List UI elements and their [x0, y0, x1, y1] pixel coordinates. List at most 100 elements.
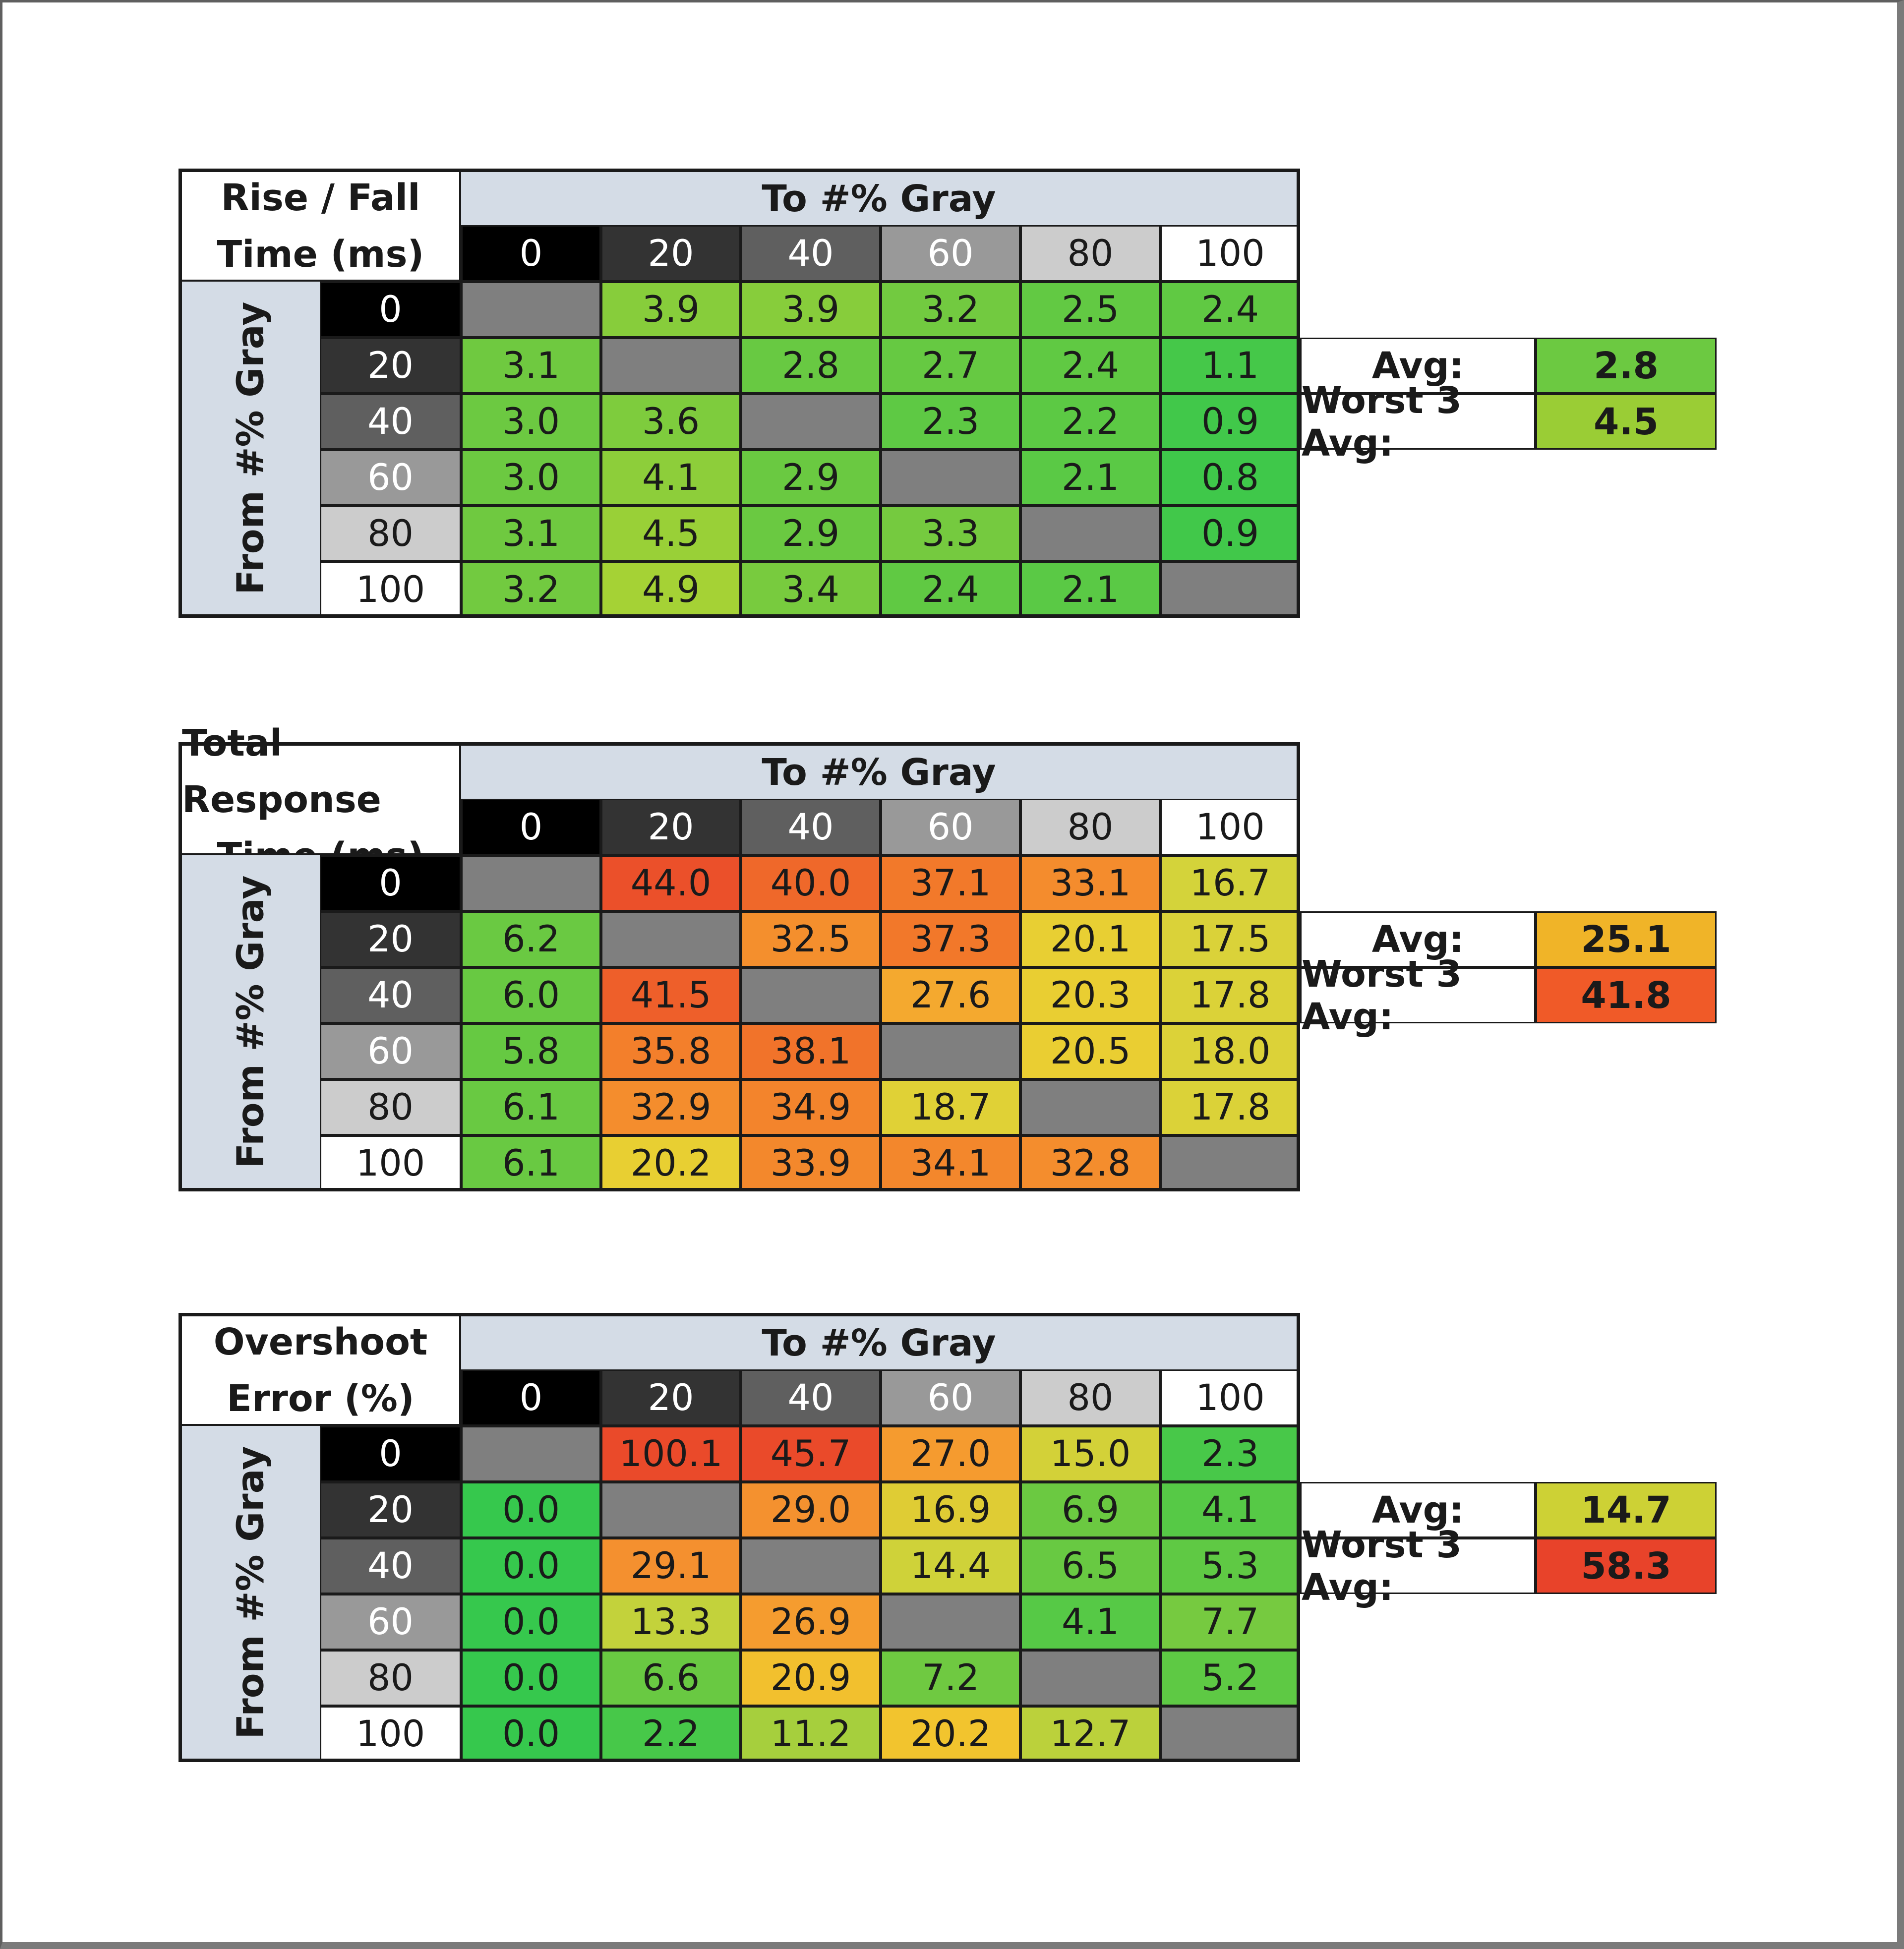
avg-value: 14.7 [1536, 1482, 1717, 1538]
row-header: 80 [320, 1650, 461, 1706]
data-cell: 33.9 [741, 1135, 881, 1191]
data-cell: 0.0 [461, 1482, 601, 1538]
avg-value: 25.1 [1536, 911, 1717, 967]
column-group-header: To #% Gray [461, 1313, 1300, 1369]
data-cell: 4.1 [1020, 1594, 1160, 1650]
worst3-avg-label: Worst 3 Avg: [1300, 1524, 1536, 1609]
column-header: 40 [741, 1369, 881, 1426]
data-cell: 1.1 [1160, 338, 1300, 394]
data-cell: 13.3 [601, 1594, 741, 1650]
row-header: 60 [320, 450, 461, 506]
avg-label: Avg: [1300, 1482, 1536, 1538]
data-cell: 5.8 [461, 1023, 601, 1079]
column-header: 40 [741, 225, 881, 282]
data-cell: 20.1 [1020, 911, 1160, 967]
data-cell: 3.2 [881, 282, 1020, 338]
data-cell: 2.2 [601, 1706, 741, 1762]
table-title-line: Error (%) [227, 1377, 415, 1420]
data-cell: 32.9 [601, 1079, 741, 1135]
column-header: 100 [1160, 1369, 1300, 1426]
data-cell: 4.9 [601, 562, 741, 618]
row-header: 80 [320, 506, 461, 562]
row-group-header: From #% Gray [178, 1426, 320, 1762]
diagonal-cell [461, 1426, 601, 1482]
data-cell: 2.4 [881, 562, 1020, 618]
data-cell: 34.1 [881, 1135, 1020, 1191]
data-cell: 18.7 [881, 1079, 1020, 1135]
row-header: 20 [320, 338, 461, 394]
data-cell: 4.5 [601, 506, 741, 562]
row-header: 0 [320, 855, 461, 911]
data-cell: 16.7 [1160, 855, 1300, 911]
data-cell: 29.0 [741, 1482, 881, 1538]
data-cell: 5.2 [1160, 1650, 1300, 1706]
worst3-avg-value: 4.5 [1536, 394, 1717, 450]
data-cell: 45.7 [741, 1426, 881, 1482]
data-cell: 100.1 [601, 1426, 741, 1482]
data-cell: 15.0 [1020, 1426, 1160, 1482]
column-header: 0 [461, 225, 601, 282]
column-header: 20 [601, 1369, 741, 1426]
data-cell: 3.2 [461, 562, 601, 618]
data-cell: 6.0 [461, 967, 601, 1023]
column-header: 40 [741, 799, 881, 855]
data-cell: 3.9 [601, 282, 741, 338]
column-header: 0 [461, 799, 601, 855]
data-cell: 0.8 [1160, 450, 1300, 506]
data-cell: 2.2 [1020, 394, 1160, 450]
diagonal-cell [461, 282, 601, 338]
data-cell: 0.0 [461, 1594, 601, 1650]
data-cell: 0.0 [461, 1706, 601, 1762]
data-cell: 3.4 [741, 562, 881, 618]
data-cell: 33.1 [1020, 855, 1160, 911]
column-header: 100 [1160, 225, 1300, 282]
diagonal-cell [461, 855, 601, 911]
data-cell: 27.0 [881, 1426, 1020, 1482]
avg-label: Avg: [1300, 338, 1536, 394]
data-cell: 2.8 [741, 338, 881, 394]
row-header: 0 [320, 282, 461, 338]
data-cell: 41.5 [601, 967, 741, 1023]
data-cell: 3.0 [461, 450, 601, 506]
data-cell: 6.9 [1020, 1482, 1160, 1538]
data-cell: 37.1 [881, 855, 1020, 911]
data-cell: 6.6 [601, 1650, 741, 1706]
data-cell: 2.3 [881, 394, 1020, 450]
diagonal-cell [881, 1594, 1020, 1650]
data-cell: 34.9 [741, 1079, 881, 1135]
data-cell: 0.9 [1160, 394, 1300, 450]
column-header: 60 [881, 1369, 1020, 1426]
data-cell: 0.9 [1160, 506, 1300, 562]
column-header: 80 [1020, 225, 1160, 282]
data-cell: 27.6 [881, 967, 1020, 1023]
diagonal-cell [1160, 1706, 1300, 1762]
data-cell: 32.8 [1020, 1135, 1160, 1191]
table-title-line: Time (ms) [217, 233, 424, 276]
data-cell: 35.8 [601, 1023, 741, 1079]
data-cell: 3.0 [461, 394, 601, 450]
column-header: 80 [1020, 1369, 1160, 1426]
data-cell: 12.7 [1020, 1706, 1160, 1762]
data-cell: 2.9 [741, 450, 881, 506]
column-header: 80 [1020, 799, 1160, 855]
row-group-header-label: From #% Gray [230, 1445, 272, 1739]
data-cell: 2.9 [741, 506, 881, 562]
data-cell: 17.5 [1160, 911, 1300, 967]
data-cell: 3.9 [741, 282, 881, 338]
column-header: 60 [881, 225, 1020, 282]
diagonal-cell [601, 1482, 741, 1538]
row-header: 60 [320, 1594, 461, 1650]
data-cell: 2.5 [1020, 282, 1160, 338]
column-header: 0 [461, 1369, 601, 1426]
data-cell: 2.4 [1020, 338, 1160, 394]
row-header: 100 [320, 562, 461, 618]
worst3-avg-value: 58.3 [1536, 1538, 1717, 1594]
row-header: 20 [320, 911, 461, 967]
row-header: 20 [320, 1482, 461, 1538]
data-cell: 3.3 [881, 506, 1020, 562]
data-cell: 32.5 [741, 911, 881, 967]
diagonal-cell [741, 394, 881, 450]
data-cell: 3.1 [461, 338, 601, 394]
data-cell: 4.1 [1160, 1482, 1300, 1538]
